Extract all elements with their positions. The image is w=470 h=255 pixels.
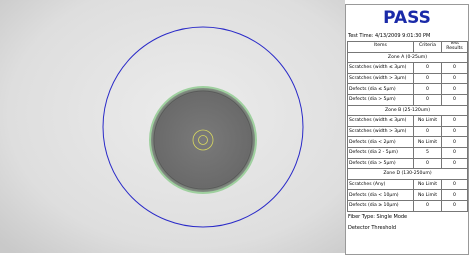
value-cell: 0	[442, 190, 468, 201]
value-cell: No Limit	[414, 190, 442, 201]
value-cell: 0	[414, 73, 442, 84]
value-cell: 0	[442, 73, 468, 84]
value-cell: 0	[442, 137, 468, 148]
detector-threshold: Detector Threshold	[346, 223, 468, 234]
item-cell: Defects (dia > 5μm)	[348, 94, 414, 105]
item-cell: Defects (dia < 2μm)	[348, 137, 414, 148]
value-cell: 0	[442, 179, 468, 190]
value-cell: 5	[414, 147, 442, 158]
value-cell: 0	[414, 94, 442, 105]
section-title: Zone D (130-250um)	[348, 169, 468, 180]
value-cell: 0	[414, 158, 442, 169]
column-header: Items	[348, 42, 414, 53]
section-title: Zone B (25-120um)	[348, 105, 468, 116]
item-cell: Defects (dia ≥ 10μm)	[348, 200, 414, 211]
value-cell: 0	[442, 94, 468, 105]
test-time: Test Time: 4/13/2009 9:01:30 PM	[346, 31, 468, 41]
value-cell: 0	[442, 147, 468, 158]
value-cell: 0	[442, 116, 468, 127]
item-cell: Scratches (width > 3μm)	[348, 73, 414, 84]
item-cell: Defects (dia ≤ 5μm)	[348, 84, 414, 95]
column-header: Criteria	[414, 42, 442, 53]
value-cell: 0	[414, 84, 442, 95]
section-row: Zone D (130-250um)	[348, 169, 468, 180]
item-cell: Scratches (width ≤ 3μm)	[348, 63, 414, 74]
value-cell: No Limit	[414, 137, 442, 148]
item-cell: Defects (dia > 5μm)	[348, 158, 414, 169]
value-cell: 0	[442, 63, 468, 74]
value-cell: 0	[442, 126, 468, 137]
item-cell: Defects (dia < 10μm)	[348, 190, 414, 201]
section-row: Zone B (25-120um)	[348, 105, 468, 116]
value-cell: 0	[442, 200, 468, 211]
section-title: Zone A (0-25um)	[348, 52, 468, 63]
page: PASS Test Time: 4/13/2009 9:01:30 PM Ite…	[0, 0, 470, 253]
fiber-image	[0, 0, 345, 253]
value-cell: 0	[414, 200, 442, 211]
item-cell: Scratches (width > 3μm)	[348, 126, 414, 137]
value-cell: 0	[414, 126, 442, 137]
item-cell: Scratches (Any)	[348, 179, 414, 190]
value-cell: No Limit	[414, 179, 442, 190]
status: PASS	[346, 5, 468, 31]
column-header: Test Results	[442, 42, 468, 53]
value-cell: 0	[442, 84, 468, 95]
section-row: Zone A (0-25um)	[348, 52, 468, 63]
item-cell: Scratches (width ≤ 3μm)	[348, 116, 414, 127]
value-cell: No Limit	[414, 116, 442, 127]
item-cell: Defects (dia 2 - 5μm)	[348, 147, 414, 158]
result-panel: PASS Test Time: 4/13/2009 9:01:30 PM Ite…	[345, 4, 469, 255]
value-cell: 0	[414, 63, 442, 74]
value-cell: 0	[442, 158, 468, 169]
fiber-type: Fiber Type: Single Mode	[346, 212, 468, 223]
